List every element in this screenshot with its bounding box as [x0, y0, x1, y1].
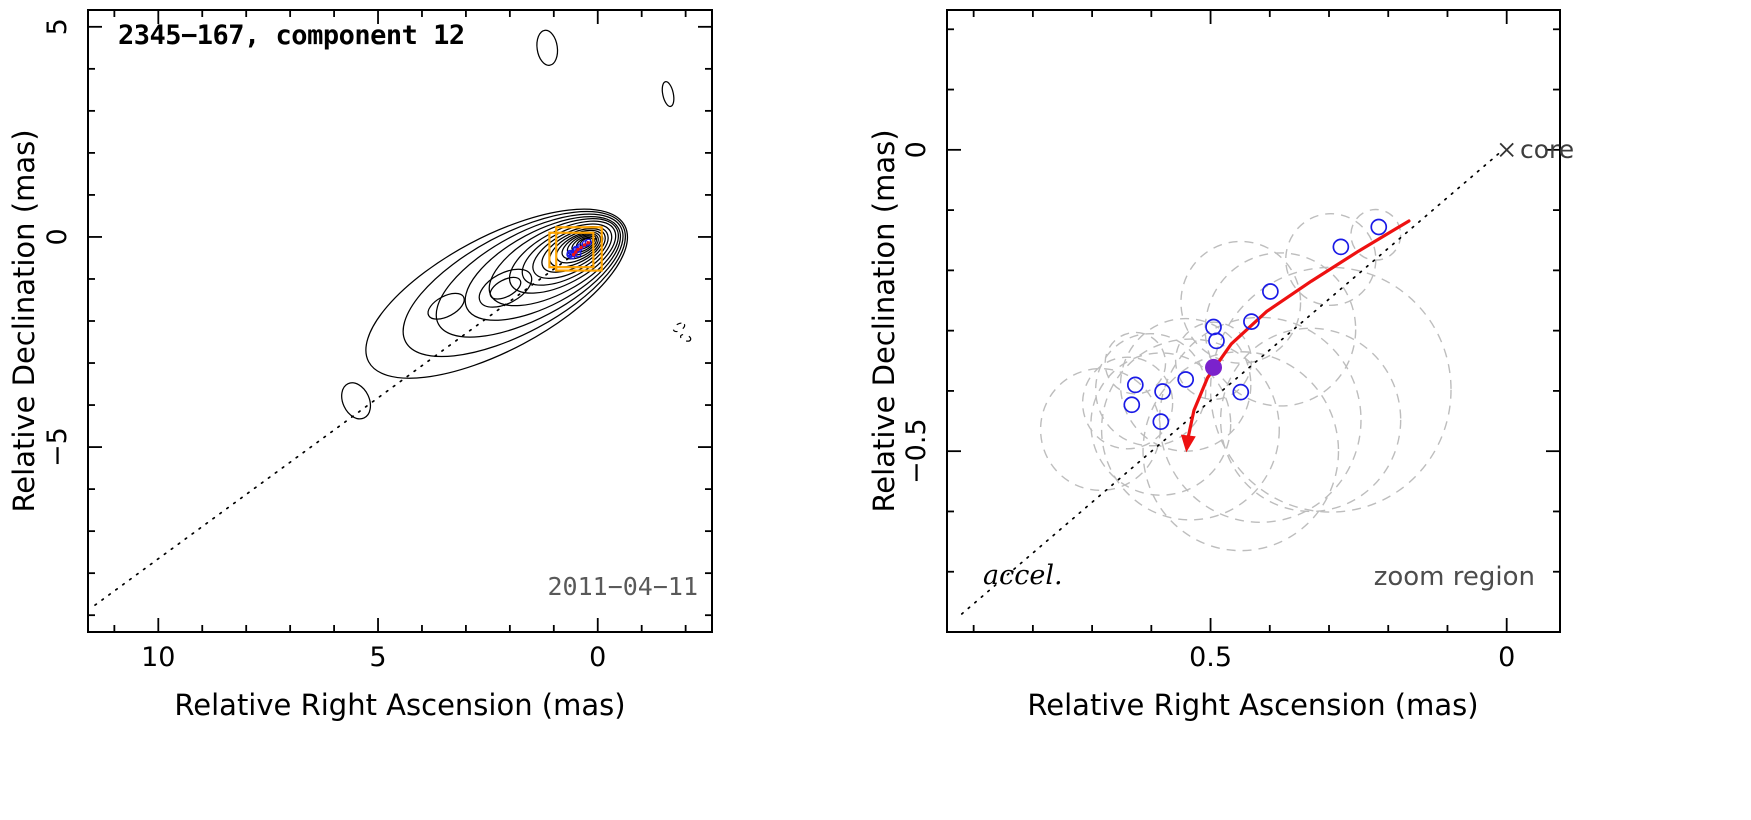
svg-text:5: 5: [369, 642, 386, 673]
svg-text:10: 10: [141, 642, 175, 673]
svg-text:0: 0: [42, 228, 73, 245]
core-annotation: core: [1520, 135, 1575, 164]
left-y-axis-title: Relative Declination (mas): [7, 129, 41, 513]
svg-text:−0.5: −0.5: [901, 418, 932, 484]
panel-right: 0.5 0 0 −0.5: [901, 9, 1561, 673]
right-x-axis-title: Relative Right Ascension (mas): [1027, 688, 1479, 722]
svg-text:0.5: 0.5: [1189, 642, 1232, 673]
right-y-axis-title: Relative Declination (mas): [867, 129, 901, 513]
left-x-axis-title: Relative Right Ascension (mas): [174, 688, 626, 722]
accel-annotation: accel.: [983, 560, 1063, 591]
svg-text:−5: −5: [42, 427, 73, 467]
panel-left: 10 5 0 5 0 −5: [42, 9, 713, 673]
svg-text:0: 0: [589, 642, 606, 673]
svg-text:0: 0: [1498, 642, 1515, 673]
svg-text:0: 0: [901, 141, 932, 158]
svg-text:5: 5: [42, 18, 73, 35]
source-component-title: 2345−167, component 12: [118, 20, 465, 51]
epoch-date-label: 2011−04−11: [547, 572, 698, 601]
zoom-region-annotation: zoom region: [1373, 562, 1535, 592]
